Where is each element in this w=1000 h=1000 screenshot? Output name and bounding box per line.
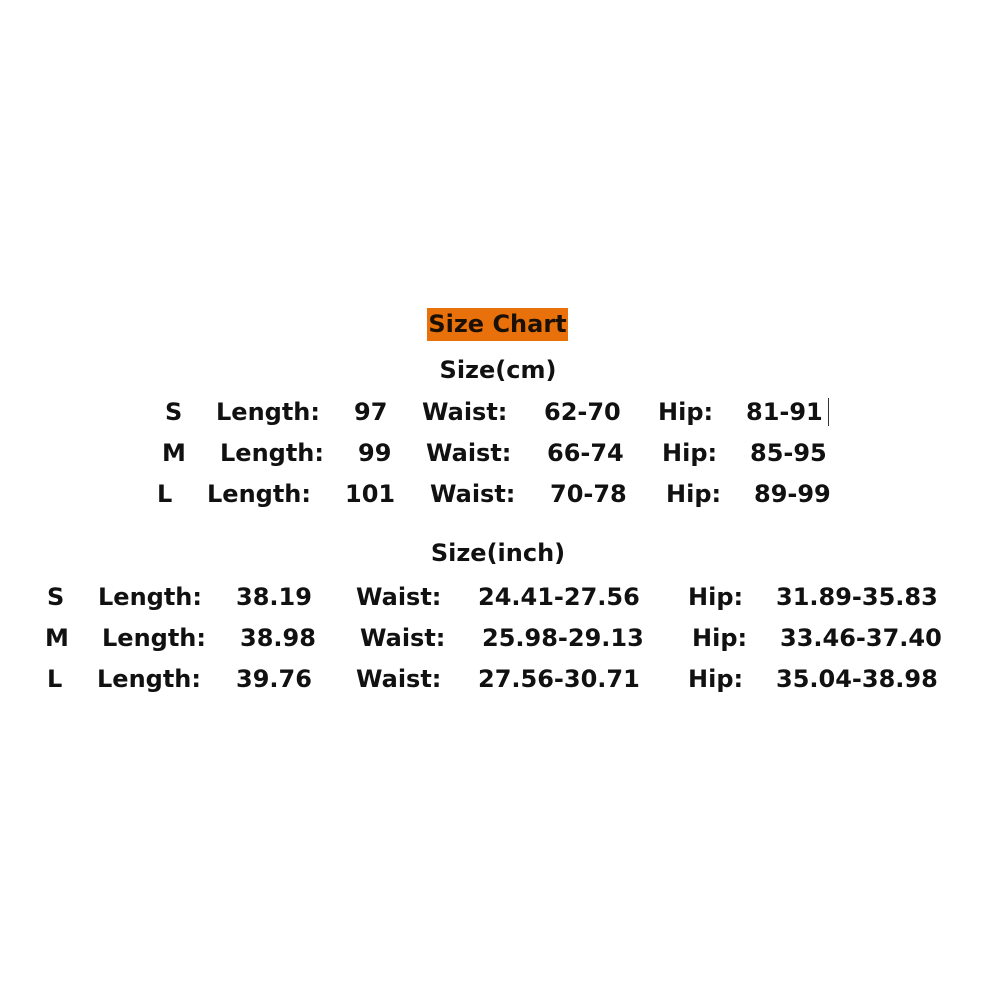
hip: 85-95 [750,439,827,467]
hip-label: Hip: [658,398,714,426]
waist-label: Waist: [426,439,512,467]
length: 39.76 [236,665,312,693]
waist-label: Waist: [422,398,508,426]
size: M [162,439,186,467]
waist: 62-70 [544,398,621,426]
length: 101 [345,480,396,508]
hip: 35.04-38.98 [776,665,938,693]
size: M [45,624,69,652]
length-label: Length: [97,665,201,693]
length-label: Length: [98,583,202,611]
hip: 81-91 [746,398,823,426]
waist: 25.98-29.13 [482,624,644,652]
hip: 89-99 [754,480,831,508]
waist: 24.41-27.56 [478,583,640,611]
hip-label: Hip: [666,480,722,508]
inch-heading: Size(inch) [430,539,566,567]
waist: 27.56-30.71 [478,665,640,693]
cm-heading: Size(cm) [439,356,557,384]
length: 97 [354,398,388,426]
text-cursor [828,398,829,426]
length-label: Length: [102,624,206,652]
size: L [47,665,63,693]
length: 99 [358,439,392,467]
hip-label: Hip: [688,583,744,611]
hip: 33.46-37.40 [780,624,942,652]
hip-label: Hip: [688,665,744,693]
length-label: Length: [220,439,324,467]
length: 38.19 [236,583,312,611]
length-label: Length: [216,398,320,426]
waist: 70-78 [550,480,627,508]
hip-label: Hip: [662,439,718,467]
size: L [157,480,173,508]
length-label: Length: [207,480,311,508]
waist: 66-74 [547,439,624,467]
waist-label: Waist: [430,480,516,508]
size: S [165,398,183,426]
waist-label: Waist: [360,624,446,652]
waist-label: Waist: [356,583,442,611]
size-chart-title: Size Chart [427,308,568,341]
hip-label: Hip: [692,624,748,652]
waist-label: Waist: [356,665,442,693]
size: S [47,583,65,611]
hip: 31.89-35.83 [776,583,938,611]
length: 38.98 [240,624,316,652]
